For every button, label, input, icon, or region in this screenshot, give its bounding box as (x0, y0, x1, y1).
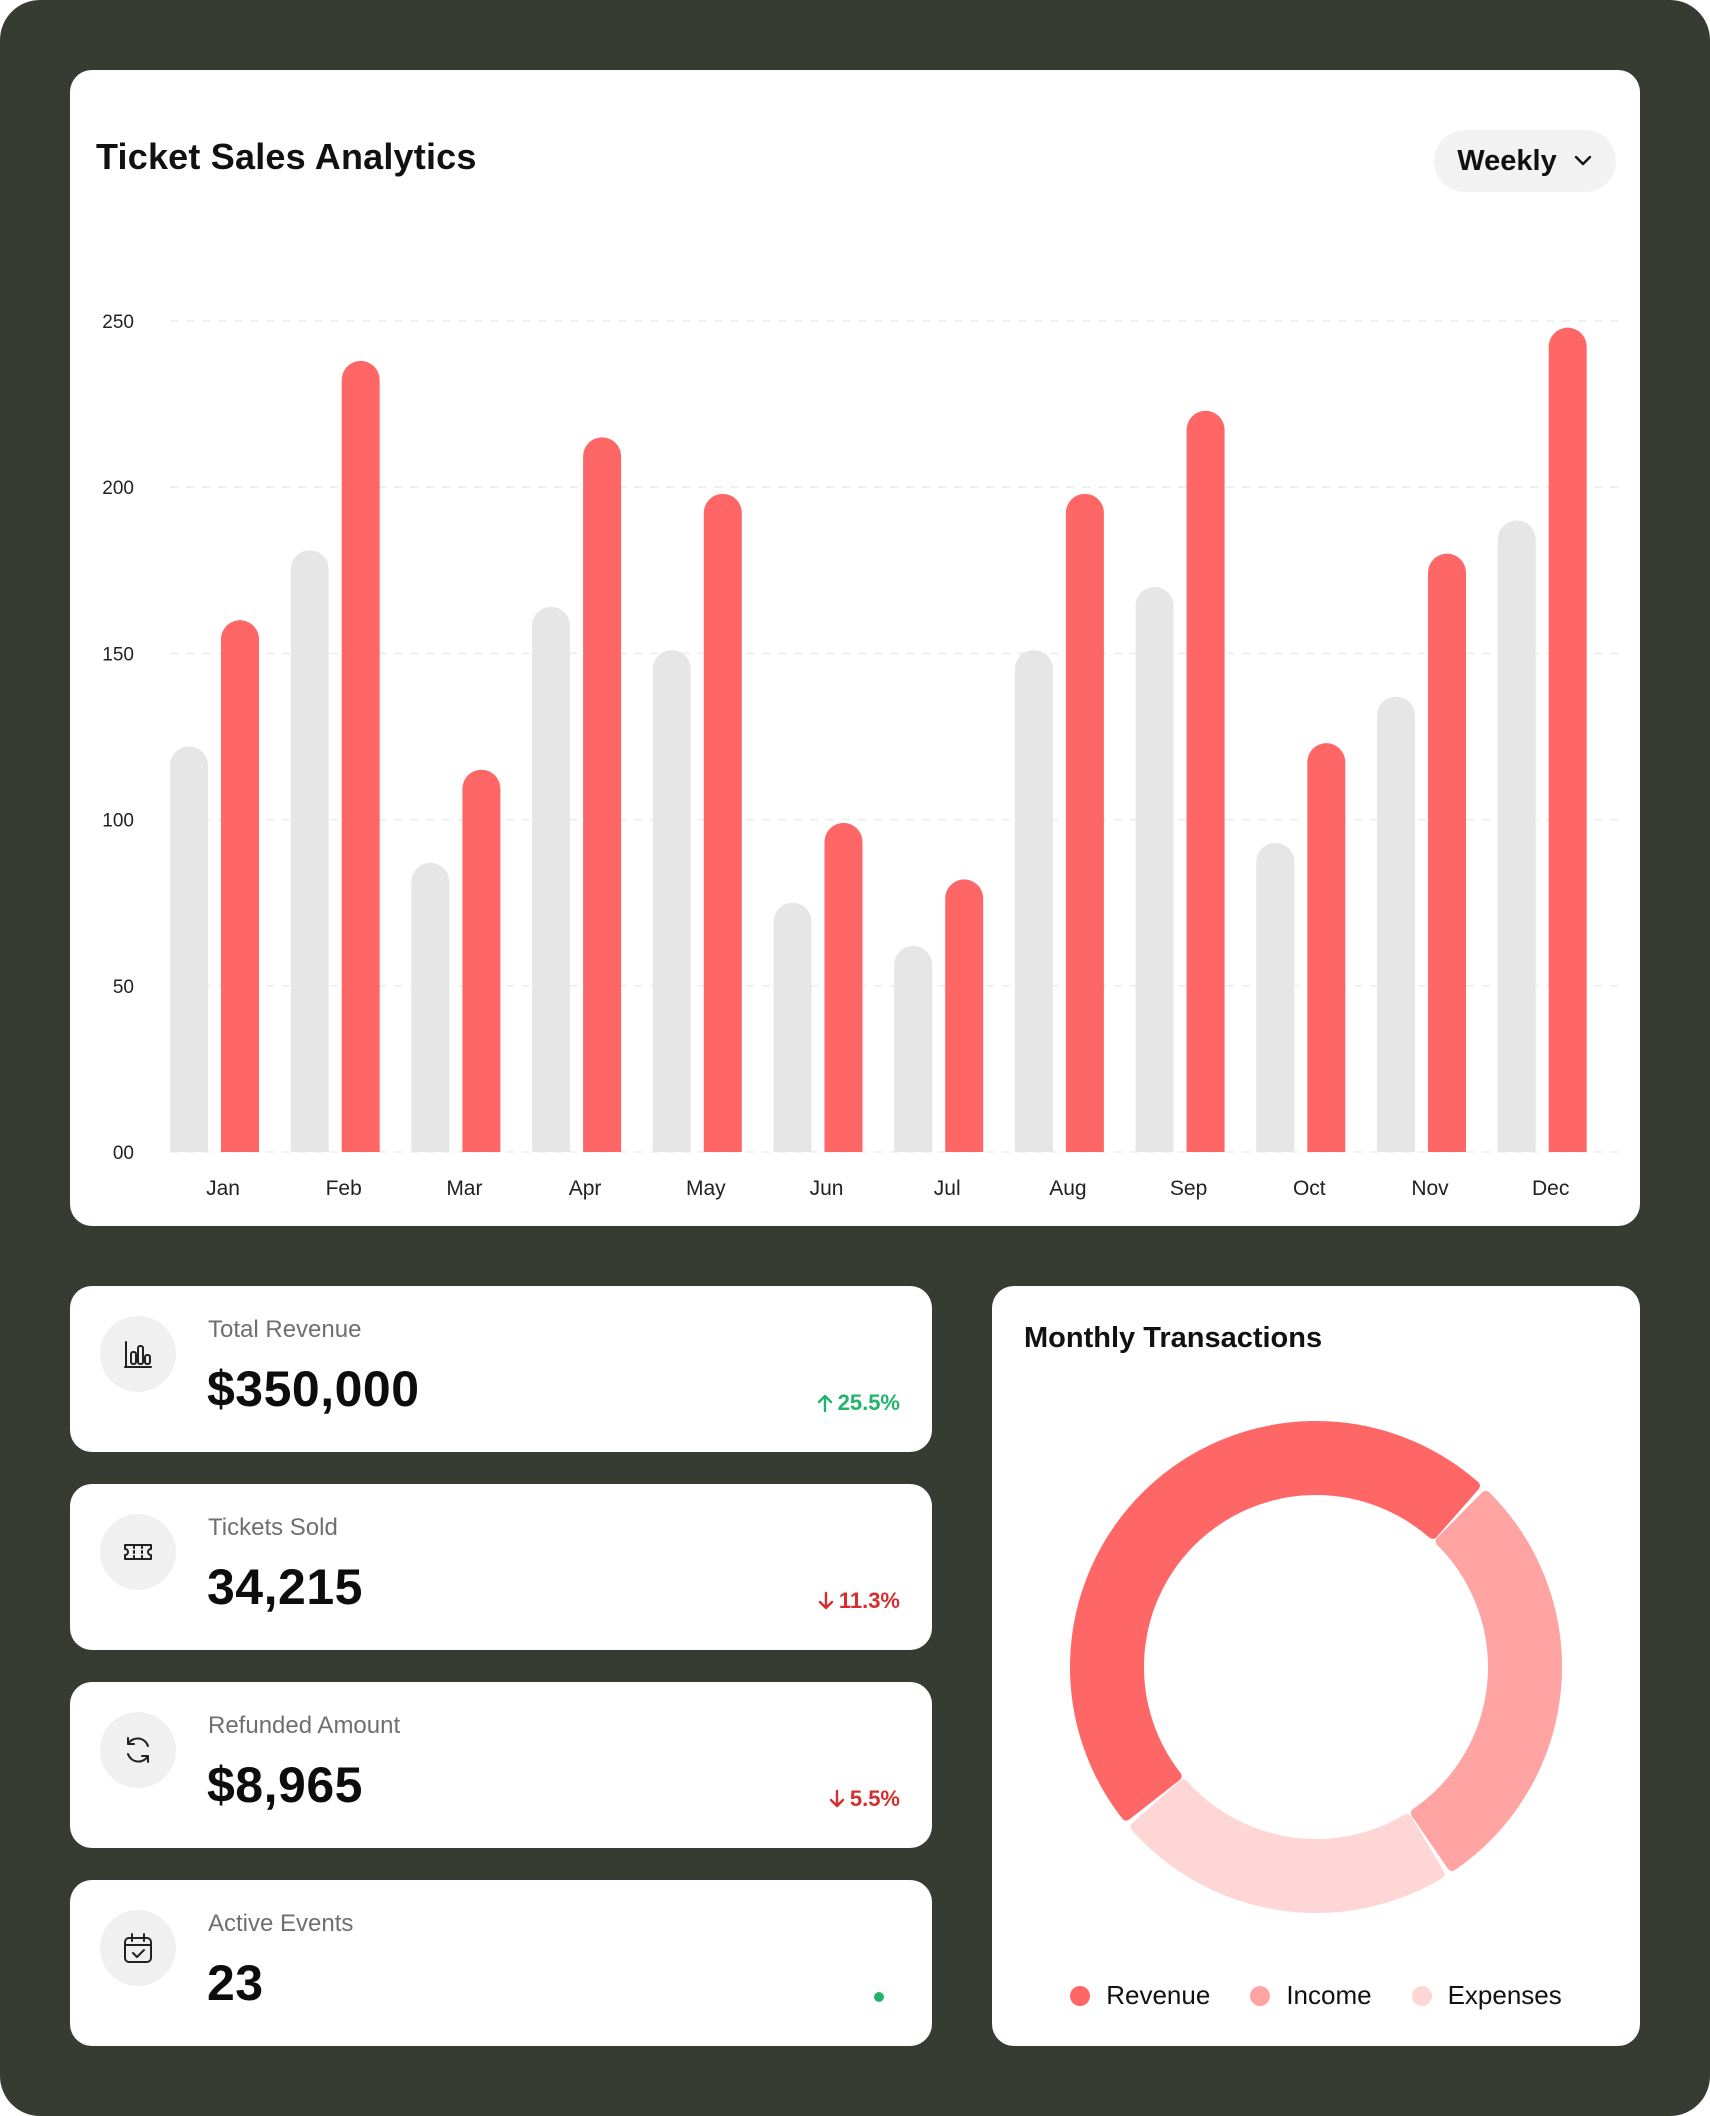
x-tick-label: Apr (569, 1177, 602, 1200)
stat-value: $8,965 (207, 1757, 363, 1813)
x-tick-label: May (686, 1177, 726, 1200)
arrow-down-icon (829, 1789, 845, 1808)
x-tick-label: Sep (1170, 1177, 1207, 1200)
stat-label: Total Revenue (208, 1316, 362, 1343)
stat-icon-badge (100, 1316, 176, 1392)
chart-title: Ticket Sales Analytics (96, 136, 477, 177)
legend-label: Income (1286, 1980, 1372, 2010)
donut-slice-income[interactable] (1410, 1490, 1562, 1871)
donut-title: Monthly Transactions (1024, 1322, 1323, 1354)
bar-primary[interactable] (341, 360, 380, 1152)
bar-primary[interactable] (1065, 493, 1104, 1152)
bar-primary[interactable] (583, 437, 622, 1152)
stat-card-active-events: Active Events 23 (70, 1880, 932, 2046)
bar-secondary[interactable] (170, 746, 208, 1152)
bar-secondary[interactable] (1014, 650, 1053, 1152)
bar-primary[interactable] (945, 879, 984, 1152)
x-tick-label: Mar (446, 1177, 482, 1200)
y-tick-label: 200 (102, 478, 134, 499)
legend-swatch (1070, 1985, 1091, 2006)
stat-change-value: 11.3% (838, 1588, 900, 1613)
x-tick-label: Aug (1049, 1177, 1086, 1200)
x-tick-label: Jun (810, 1177, 844, 1200)
y-tick-label: 00 (113, 1143, 134, 1164)
bar-secondary[interactable] (532, 606, 571, 1152)
legend-item-income: Income (1250, 1980, 1372, 2011)
bar-chart-icon (124, 1341, 152, 1368)
legend-label: Revenue (1106, 1980, 1211, 2010)
legend-item-revenue: Revenue (1070, 1980, 1210, 2011)
stat-change: 25.5% (816, 1390, 900, 1416)
legend-label: Expenses (1447, 1980, 1562, 2010)
y-tick-label: 50 (113, 977, 134, 998)
donut-chart (1070, 1421, 1562, 1913)
stat-value: $350,000 (207, 1361, 420, 1417)
bar-secondary[interactable] (290, 550, 329, 1152)
bar-secondary[interactable] (773, 902, 812, 1152)
ticket-sales-chart-card: Ticket Sales Analytics Weekly 00 50 100 150… (70, 70, 1640, 1226)
legend-swatch (1411, 1985, 1432, 2006)
x-tick-label: Nov (1411, 1177, 1449, 1200)
stat-card-total-revenue: Total Revenue $350,000 25.5% (70, 1286, 932, 1452)
bar-primary[interactable] (462, 769, 501, 1152)
bar-secondary[interactable] (1497, 520, 1536, 1152)
calendar-check-icon (124, 1933, 152, 1963)
bar-primary[interactable] (1186, 410, 1225, 1152)
monthly-transactions-card: Monthly Transactions Revenue Income Expe… (992, 1286, 1640, 2046)
bar-primary[interactable] (1548, 327, 1587, 1152)
stat-icon-badge (100, 1910, 176, 1986)
bar-primary[interactable] (824, 822, 863, 1152)
x-tick-label: Oct (1293, 1177, 1326, 1200)
stat-change-value: 25.5% (837, 1390, 900, 1415)
stat-change-value: 5.5% (849, 1786, 900, 1811)
bar-secondary[interactable] (411, 862, 450, 1152)
x-tick-label: Jul (934, 1177, 961, 1200)
stat-label: Active Events (208, 1910, 354, 1937)
stat-icon-badge (100, 1712, 176, 1788)
bar-secondary[interactable] (894, 945, 933, 1152)
bar-secondary[interactable] (1256, 842, 1295, 1152)
ticket-icon (124, 1544, 152, 1560)
arrow-up-icon (817, 1394, 832, 1413)
stat-change: 11.3% (817, 1588, 900, 1614)
donut-slice-expenses[interactable] (1130, 1779, 1445, 1913)
bar-secondary[interactable] (652, 650, 691, 1152)
stat-icon-badge (100, 1514, 176, 1590)
stat-label: Refunded Amount (208, 1712, 401, 1739)
stat-card-refunded-amount: Refunded Amount $8,965 5.5% (70, 1682, 932, 1848)
donut-legend: Revenue Income Expenses (992, 1980, 1640, 2011)
stat-value: 23 (207, 1955, 264, 2011)
stat-change: 5.5% (828, 1786, 900, 1812)
live-status-dot (874, 1992, 884, 2002)
x-tick-label: Feb (326, 1177, 362, 1200)
bar-secondary[interactable] (1377, 696, 1415, 1152)
refresh-icon (127, 1737, 149, 1763)
bar-primary[interactable] (1428, 553, 1466, 1152)
legend-item-expenses: Expenses (1411, 1980, 1562, 2011)
bar-primary[interactable] (1307, 743, 1346, 1152)
bar-primary[interactable] (221, 620, 259, 1152)
stat-card-tickets-sold: Tickets Sold 34,215 11.3% (70, 1484, 932, 1650)
y-tick-label: 100 (102, 811, 134, 832)
y-tick-label: 150 (102, 644, 134, 665)
bar-chart: 00 50 100 150 200 250 Jan Feb Mar Apr May Jun Jul Aug… (102, 312, 1618, 1200)
legend-swatch (1250, 1985, 1271, 2006)
period-dropdown-value: Weekly (1457, 144, 1557, 177)
x-tick-label: Jan (206, 1177, 240, 1200)
period-dropdown[interactable]: Weekly (1434, 130, 1616, 192)
stat-value: 34,215 (207, 1559, 363, 1615)
stat-label: Tickets Sold (208, 1514, 338, 1541)
bar-secondary[interactable] (1135, 586, 1174, 1152)
donut-slice-revenue[interactable] (1070, 1421, 1480, 1821)
chevron-down-icon (1574, 155, 1591, 166)
y-tick-label: 250 (102, 312, 134, 333)
bar-primary[interactable] (703, 493, 742, 1152)
x-tick-label: Dec (1532, 1177, 1569, 1200)
arrow-down-icon (818, 1591, 834, 1610)
